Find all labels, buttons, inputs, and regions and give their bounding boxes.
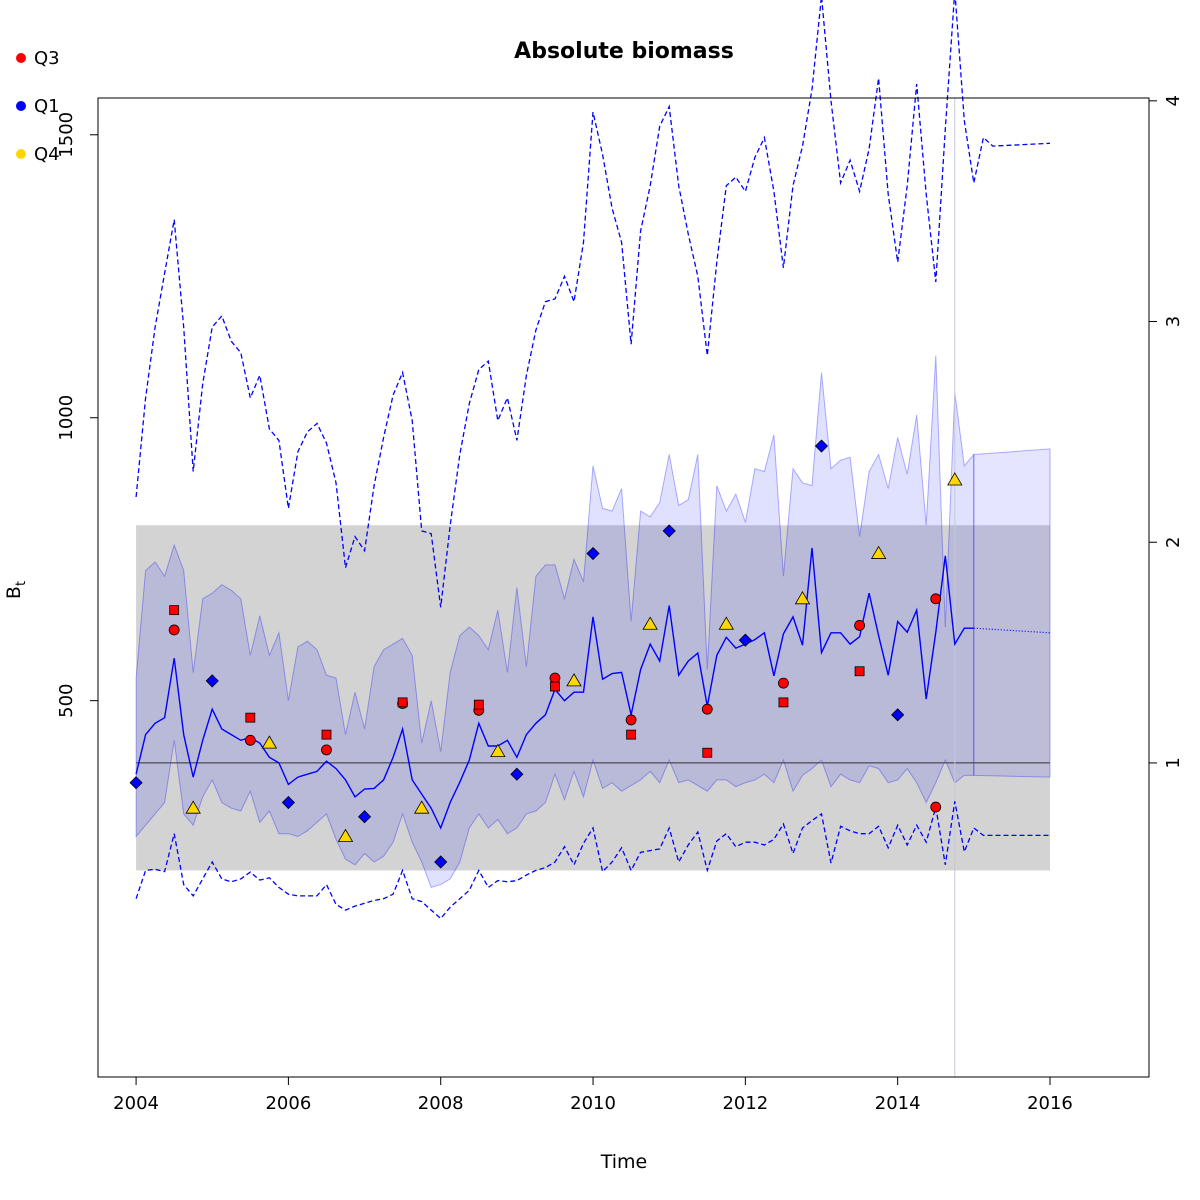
q1-point bbox=[738, 633, 752, 647]
q1-point bbox=[586, 546, 600, 561]
q3-point bbox=[168, 624, 180, 636]
y-tick-label: 1500 bbox=[56, 112, 77, 158]
chart-title: Absolute biomass bbox=[514, 39, 734, 64]
q1-point bbox=[357, 810, 372, 824]
x-tick-label: 2010 bbox=[570, 1093, 616, 1114]
q4-point bbox=[947, 472, 963, 486]
q1-point bbox=[434, 855, 448, 869]
x-tick-label: 2006 bbox=[265, 1093, 311, 1114]
obs-square-point bbox=[169, 605, 180, 616]
x-tick-label: 2016 bbox=[1027, 1093, 1073, 1114]
lower-dashed-line bbox=[135, 801, 1050, 920]
legend-label-q1: Q1 bbox=[34, 95, 60, 117]
legend-swatch-q4 bbox=[16, 149, 26, 159]
obs-square-point bbox=[550, 681, 560, 692]
obs-square-point bbox=[397, 697, 408, 708]
q3-point bbox=[625, 714, 637, 726]
forecast-confidence-band bbox=[973, 448, 1051, 778]
q4-point bbox=[185, 800, 201, 814]
y2-tick-label: 4 bbox=[1163, 95, 1184, 106]
q1-point bbox=[662, 524, 676, 538]
q4-point bbox=[718, 616, 735, 630]
legend-item-q4: Q4 bbox=[16, 130, 60, 178]
q3-point bbox=[854, 620, 865, 631]
obs-square-point bbox=[473, 699, 484, 710]
q4-point bbox=[642, 616, 658, 630]
q4-point bbox=[490, 743, 506, 758]
legend-swatch-q3 bbox=[16, 53, 26, 63]
grey-reference-band bbox=[136, 525, 1050, 871]
q4-point bbox=[870, 545, 887, 559]
q1-point bbox=[891, 708, 905, 722]
q4-point bbox=[794, 591, 811, 605]
obs-square-point bbox=[245, 712, 256, 723]
q4-point bbox=[261, 735, 278, 749]
q3-point bbox=[930, 801, 942, 813]
q3-point bbox=[244, 734, 256, 746]
y2-tick-label: 3 bbox=[1163, 316, 1184, 327]
obs-square-point bbox=[626, 729, 637, 740]
legend-swatch-q1 bbox=[16, 101, 26, 111]
obs-square-point bbox=[321, 729, 332, 740]
q3-point bbox=[930, 593, 942, 605]
q4-point bbox=[413, 800, 430, 814]
obs-square-point bbox=[702, 747, 713, 758]
q1-point bbox=[281, 795, 295, 810]
q3-point bbox=[321, 744, 332, 756]
y2-tick-label: 1 bbox=[1163, 757, 1184, 768]
y-tick-label: 1000 bbox=[56, 395, 77, 441]
legend-item-q3: Q3 bbox=[16, 34, 60, 82]
legend: Q3 Q1 Q4 bbox=[16, 34, 60, 178]
y-axis-label: Bt bbox=[3, 581, 29, 599]
q3-point bbox=[549, 672, 561, 684]
obs-square-point bbox=[854, 666, 865, 677]
confidence-band bbox=[135, 355, 975, 889]
axes: 2004 2006 2008 2010 2012 2014 2016 500 1000 1500 1… bbox=[56, 95, 1184, 1114]
q1-point bbox=[814, 439, 829, 453]
q4-point bbox=[566, 673, 582, 687]
x-tick-label: 2014 bbox=[875, 1093, 921, 1114]
q1-point bbox=[129, 776, 143, 790]
plot-area bbox=[129, 0, 1051, 1077]
x-tick-label: 2012 bbox=[722, 1093, 768, 1114]
q4-point bbox=[337, 828, 354, 842]
legend-label-q3: Q3 bbox=[34, 47, 60, 69]
legend-label-q4: Q4 bbox=[34, 143, 60, 165]
x-tick-label: 2008 bbox=[418, 1093, 464, 1114]
q1-point bbox=[205, 674, 219, 688]
upper-dashed-line bbox=[135, 0, 1051, 608]
obs-square-point bbox=[778, 697, 789, 708]
q1-point bbox=[510, 767, 524, 781]
biomass-forecast-line bbox=[973, 627, 1051, 634]
y2-tick-label: 2 bbox=[1163, 537, 1184, 548]
legend-item-q1: Q1 bbox=[16, 82, 60, 130]
q3-point bbox=[778, 677, 789, 689]
x-axis-label: Time bbox=[600, 1151, 648, 1173]
x-tick-label: 2004 bbox=[113, 1093, 159, 1114]
y-tick-label: 500 bbox=[56, 683, 77, 717]
y-axis-label-subscript: t bbox=[14, 581, 29, 586]
q3-point bbox=[701, 703, 713, 715]
